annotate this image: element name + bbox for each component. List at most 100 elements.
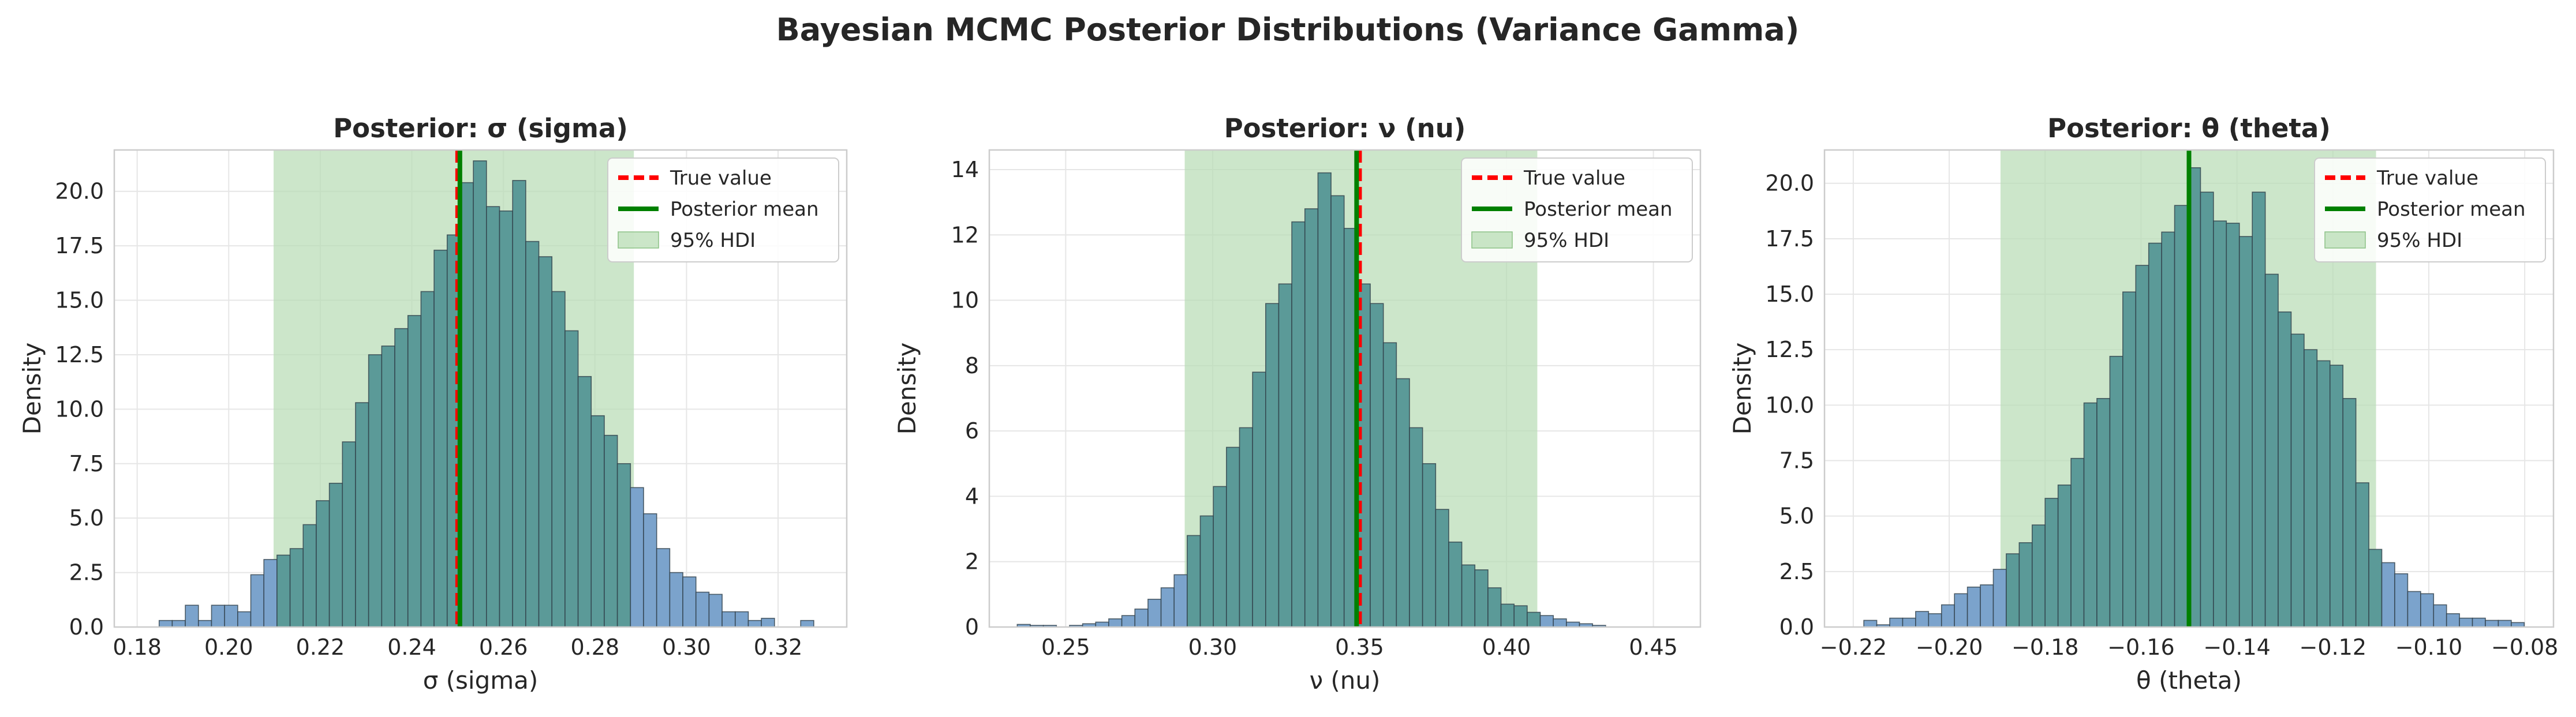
y-tick-label: 2.5 xyxy=(69,560,104,585)
histogram-bar xyxy=(643,513,657,628)
histogram-bar xyxy=(158,620,173,628)
histogram-bar xyxy=(224,605,238,628)
histogram-bar xyxy=(2316,360,2331,628)
legend-label: Posterior mean xyxy=(1524,198,1673,221)
histogram-bar xyxy=(695,591,710,628)
y-tick-label: 10.0 xyxy=(55,396,104,422)
histogram-bar xyxy=(276,554,291,628)
histogram-bar xyxy=(1370,303,1384,628)
histogram-bar xyxy=(289,548,304,628)
legend-box xyxy=(2314,157,2546,262)
histogram-bar xyxy=(800,620,814,628)
legend-swatch-hdi xyxy=(618,231,659,249)
y-tick-label: 14 xyxy=(951,157,979,182)
legend-label: Posterior mean xyxy=(670,198,819,221)
y-tick-label: 5.0 xyxy=(1779,504,1814,529)
legend-label: 95% HDI xyxy=(670,229,756,252)
histogram-bar xyxy=(1566,621,1580,628)
histogram-bar xyxy=(185,605,199,628)
legend-label: True value xyxy=(1523,167,1625,190)
histogram-bar xyxy=(577,376,592,628)
histogram-bar xyxy=(1553,618,1567,628)
histogram-bar xyxy=(2355,482,2369,628)
x-axis-label: θ (theta) xyxy=(2136,666,2242,695)
histogram-bar xyxy=(1539,615,1554,628)
histogram-bar xyxy=(1409,427,1423,628)
histogram-bar xyxy=(564,330,579,628)
panel-title: Posterior: θ (theta) xyxy=(2047,113,2331,144)
y-tick-label: 12.5 xyxy=(1765,337,1814,362)
axes-frame xyxy=(1823,149,2555,628)
histogram-bar xyxy=(616,463,631,628)
histogram-bar xyxy=(1980,584,1994,628)
histogram-bar xyxy=(1108,618,1123,628)
y-tick-label: 15.0 xyxy=(55,288,104,313)
y-tick-label: 10.0 xyxy=(1765,392,1814,418)
histogram-bar xyxy=(656,548,671,628)
histogram-bar xyxy=(381,346,395,628)
x-tick-label: −0.10 xyxy=(2395,635,2462,660)
histogram-bar xyxy=(525,241,540,628)
histogram-bar xyxy=(1435,509,1449,628)
histogram-bar xyxy=(590,415,605,628)
panel-theta: −0.22 −0.20 −0.18 −0.16 −0.14 −0.12 −0.10 −0.08… xyxy=(1728,113,2558,695)
legend-label: 95% HDI xyxy=(2377,229,2462,252)
histogram-bar xyxy=(1422,463,1437,628)
legend-label: 95% HDI xyxy=(1524,229,1609,252)
y-tick-label: 10 xyxy=(951,288,979,313)
histogram-bar xyxy=(1291,221,1306,628)
panel-sigma: 0.18 0.20 0.22 0.24 0.26 0.28 0.30 0.32 0.0 2.5 5.… xyxy=(18,113,848,695)
histogram-bar xyxy=(316,500,330,628)
y-tick-label: 7.5 xyxy=(1779,448,1814,474)
histogram-bar xyxy=(1199,515,1214,628)
x-tick-label: −0.22 xyxy=(1820,635,1887,660)
histogram-bar xyxy=(630,487,644,628)
y-tick-label: 20.0 xyxy=(55,179,104,204)
histogram-bar xyxy=(2394,573,2409,628)
histogram-bar xyxy=(473,160,487,628)
histogram-bar xyxy=(1915,611,1930,628)
x-tick-label: −0.18 xyxy=(2012,635,2078,660)
histogram-bar xyxy=(708,594,723,628)
y-tick-label: 12 xyxy=(951,222,979,247)
histogram-bar xyxy=(433,249,448,628)
legend-box xyxy=(607,157,839,262)
x-tick-label: 0.22 xyxy=(296,635,345,660)
panel-title: Posterior: ν (nu) xyxy=(1224,113,1466,144)
histogram-bar xyxy=(1213,486,1227,628)
histogram-bar xyxy=(669,572,683,628)
histogram-bar xyxy=(394,328,409,628)
histogram-bar xyxy=(551,291,566,628)
panel-nu: 0.25 0.30 0.35 0.40 0.45 0 2 4 6 8 10 12 14 Posterior… xyxy=(893,113,1702,695)
histogram-bar xyxy=(1954,593,1968,628)
histogram-bar xyxy=(2433,604,2447,628)
y-axis-label: Density xyxy=(18,343,46,435)
x-tick-label: 0.45 xyxy=(1629,635,1678,660)
histogram-bar xyxy=(1992,569,2007,628)
histogram-bar xyxy=(682,576,697,628)
x-axis-label: σ (sigma) xyxy=(423,666,539,695)
histogram-bar xyxy=(2278,311,2292,628)
histogram-bar xyxy=(2018,542,2033,628)
histogram-bar xyxy=(747,620,762,628)
histogram-bar xyxy=(1396,378,1410,628)
axes-frame xyxy=(988,149,1702,628)
histogram-bar xyxy=(355,402,369,628)
x-tick-label: 0.32 xyxy=(754,635,803,660)
legend: True value Posterior mean 95% HDI xyxy=(607,157,839,262)
histogram-bar xyxy=(1304,208,1319,628)
histogram-bar xyxy=(1500,603,1515,628)
y-tick-label: 2.5 xyxy=(1779,559,1814,584)
histogram-bar xyxy=(2135,265,2149,628)
histogram-bar xyxy=(2342,398,2357,628)
histogram-bar xyxy=(263,559,278,628)
figure-suptitle: Bayesian MCMC Posterior Distributions (V… xyxy=(776,12,1800,48)
histogram-bar xyxy=(2057,485,2072,628)
histogram-bar xyxy=(2148,242,2162,628)
x-tick-label: 0.35 xyxy=(1335,635,1384,660)
histogram-bar xyxy=(721,611,736,628)
histogram-bar xyxy=(538,256,553,628)
histogram-bar xyxy=(1382,342,1397,628)
histogram-bar xyxy=(2498,620,2512,628)
histogram-bar xyxy=(2407,591,2421,628)
